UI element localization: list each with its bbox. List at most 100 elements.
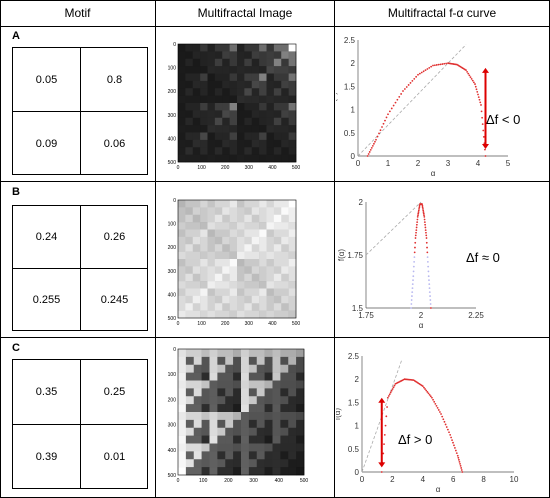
image-pixel [229,51,238,60]
image-pixel [251,229,260,238]
image-pixel [201,467,210,476]
curve-point [432,398,434,401]
image-pixel [288,58,297,67]
curve-point [378,132,380,135]
image-pixel [229,229,238,238]
x-tick-label: 1 [386,159,391,168]
image-pixel [237,73,245,82]
image-pixel [281,125,289,133]
image-pixel [237,200,245,208]
image-pixel [233,349,242,358]
image-pixel [266,229,275,238]
row-divider-2 [0,337,550,338]
curve-point [410,299,413,301]
image-pixel [192,125,201,133]
curve-point [452,441,454,444]
image-pixel [272,372,281,381]
y-tick-label: 2 [351,59,356,68]
image-pixel [256,372,265,381]
image-pixel [200,214,208,223]
image-pixel [288,236,297,245]
image-pixel [209,372,218,381]
image-pixel [217,372,226,381]
curve-point [407,84,410,86]
image-pixel [185,222,194,230]
image-pixel [256,396,265,405]
curve-point [367,153,370,155]
image-pixel [244,229,253,238]
image-pixel [201,364,210,373]
y-tick-label: 1.5 [348,398,360,407]
image-pixel [281,200,289,208]
image-pixel [185,117,194,126]
image-pixel [273,214,282,223]
curve-point [415,231,417,234]
curve-point [430,65,433,68]
image-pixel [222,147,230,155]
image-pixel [296,443,305,452]
delta-arrow-head [482,67,489,73]
image-pixel [264,467,273,476]
image-pixel [251,154,260,163]
image-pixel [264,435,273,444]
image-pixel [201,419,210,429]
motif-cell: 0.01 [103,451,126,463]
image-pixel [288,288,297,297]
image-pixel [185,349,195,358]
image-x-tick: 0 [177,165,180,171]
image-y-tick: 100 [168,66,177,72]
image-pixel [178,396,187,405]
image-pixel [200,222,208,230]
image-pixel [192,303,201,311]
motif-cell: 0.255 [32,294,61,306]
image-pixel [273,139,282,148]
image-pixel [178,66,186,74]
image-pixel [288,51,297,60]
image-pixel [229,110,238,119]
image-pixel [288,427,297,436]
image-x-tick: 0 [177,478,180,484]
image-pixel [237,281,245,289]
image-pixel [192,88,201,96]
image-pixel [237,244,245,252]
motif-cell: 0.06 [103,137,126,150]
curve-point [444,423,447,426]
motif-divider [13,268,147,269]
image-pixel [296,427,305,436]
image-pixel [222,88,230,96]
curve-point [426,246,428,249]
image-pixel [214,88,223,96]
image-pixel [192,244,201,252]
curve-point [388,110,391,113]
image-x-tick: 400 [275,478,284,484]
image-pixel [200,236,208,245]
image-pixel [259,139,267,148]
image-pixel [266,214,275,223]
curve-point [418,204,421,207]
image-pixel [256,443,265,452]
image-pixel [244,80,253,89]
image-pixel [251,303,260,311]
image-pixel [259,51,267,60]
image-pixel [251,44,260,52]
image-pixel [280,412,289,421]
image-pixel [244,88,253,96]
image-pixel [244,244,253,252]
image-pixel [222,132,230,141]
image-pixel [288,388,297,397]
image-pixel [233,396,242,405]
image-pixel [214,236,223,245]
image-pixel [229,244,238,252]
image-pixel [288,88,297,96]
image-pixel [217,443,226,452]
image-pixel [201,435,210,444]
image-pixel [217,356,226,366]
image-pixel [259,44,267,52]
image-pixel [200,273,208,282]
image-pixel [193,451,202,460]
image-pixel [225,372,234,381]
image-pixel [229,303,238,311]
image-pixel [281,66,289,74]
image-pixel [192,288,201,297]
image-pixel [280,404,289,413]
